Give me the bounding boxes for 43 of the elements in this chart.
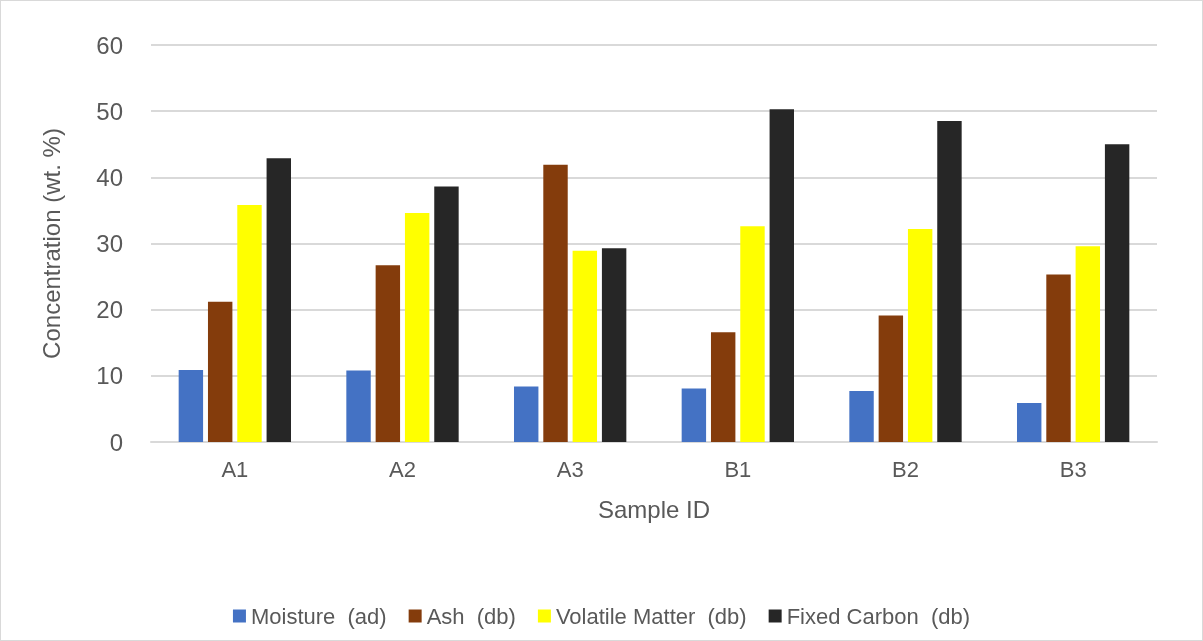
bar	[572, 250, 598, 442]
bar	[1046, 274, 1071, 442]
bar	[907, 228, 933, 442]
y-tick-label: 60	[96, 31, 123, 59]
bar	[601, 248, 627, 442]
bar	[404, 213, 430, 442]
y-tick-label: 40	[96, 163, 123, 191]
bar	[266, 158, 291, 442]
y-axis-title: Concentration (wt. %)	[37, 128, 65, 359]
y-tick-label: 0	[109, 428, 123, 456]
x-tick-label: A3	[556, 456, 584, 482]
y-tick-label: 10	[96, 362, 123, 390]
x-tick-label: B1	[724, 456, 752, 482]
x-tick-label: A1	[221, 456, 249, 482]
x-axis-title: Sample ID	[597, 495, 711, 523]
bar	[543, 164, 568, 442]
x-tick-label: B3	[1059, 456, 1087, 482]
bar	[1104, 144, 1130, 442]
bar	[937, 121, 962, 442]
bar	[681, 388, 707, 442]
y-tick-label: 30	[96, 230, 123, 257]
legend-label: Volatile Matter (db)	[555, 603, 747, 629]
bar	[346, 370, 371, 442]
bar	[1075, 246, 1101, 442]
legend-label: Ash (db)	[426, 603, 516, 629]
bar	[434, 186, 459, 442]
y-tick-label: 50	[96, 97, 123, 125]
bar	[514, 386, 539, 442]
legend-label: Fixed Carbon (db)	[786, 603, 971, 629]
bar	[769, 109, 794, 442]
x-tick-label: A2	[389, 456, 416, 482]
bar	[740, 226, 765, 442]
bar	[178, 369, 204, 442]
bar	[237, 205, 262, 442]
bar	[878, 315, 904, 442]
bar	[375, 265, 401, 442]
x-tick-label: B2	[892, 456, 919, 482]
bar	[849, 391, 874, 442]
bar	[1017, 402, 1042, 442]
bar	[710, 332, 736, 442]
legend-label: Moisture (ad)	[250, 603, 387, 629]
y-tick-label: 20	[96, 296, 123, 324]
bar	[207, 301, 233, 442]
